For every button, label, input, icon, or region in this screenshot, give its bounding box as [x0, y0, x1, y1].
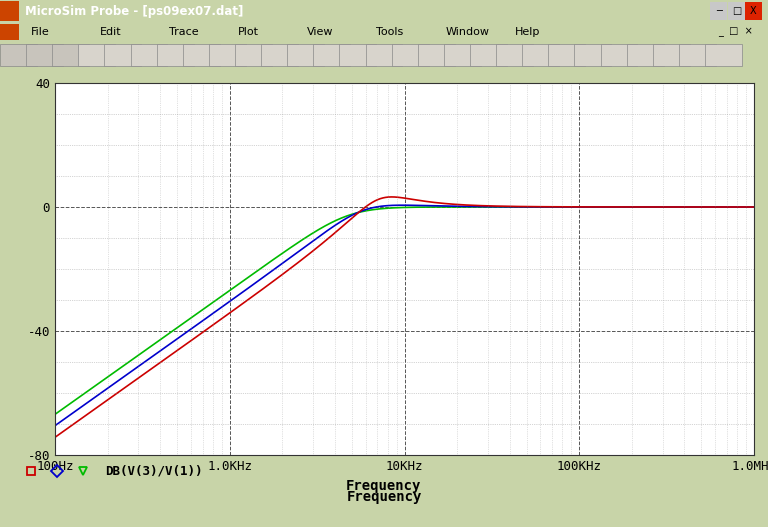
FancyBboxPatch shape: [287, 44, 324, 66]
Text: _  □  ×: _ □ ×: [718, 27, 753, 37]
Bar: [0, 24, 19, 40]
Text: Tools: Tools: [376, 27, 403, 37]
FancyBboxPatch shape: [261, 44, 298, 66]
FancyBboxPatch shape: [157, 44, 194, 66]
FancyBboxPatch shape: [679, 44, 716, 66]
FancyBboxPatch shape: [131, 44, 167, 66]
Text: □: □: [732, 6, 741, 16]
Text: DB(V(3)/V(1)): DB(V(3)/V(1)): [105, 464, 203, 477]
Text: Frequency: Frequency: [346, 479, 421, 493]
FancyBboxPatch shape: [496, 44, 533, 66]
Bar: [710, 2, 727, 20]
Text: Trace: Trace: [169, 27, 199, 37]
FancyBboxPatch shape: [0, 44, 37, 66]
Bar: [728, 2, 745, 20]
Text: Window: Window: [445, 27, 489, 37]
Text: View: View: [307, 27, 334, 37]
FancyBboxPatch shape: [392, 44, 429, 66]
FancyBboxPatch shape: [366, 44, 402, 66]
FancyBboxPatch shape: [26, 44, 63, 66]
FancyBboxPatch shape: [444, 44, 481, 66]
FancyBboxPatch shape: [339, 44, 376, 66]
FancyBboxPatch shape: [235, 44, 272, 66]
Text: Help: Help: [515, 27, 540, 37]
FancyBboxPatch shape: [522, 44, 559, 66]
FancyBboxPatch shape: [104, 44, 141, 66]
FancyBboxPatch shape: [548, 44, 585, 66]
Bar: [0, 1, 19, 21]
FancyBboxPatch shape: [574, 44, 611, 66]
FancyBboxPatch shape: [78, 44, 115, 66]
Text: ─: ─: [716, 6, 722, 16]
FancyBboxPatch shape: [601, 44, 637, 66]
Text: File: File: [31, 27, 49, 37]
Text: X: X: [750, 6, 756, 16]
FancyBboxPatch shape: [470, 44, 507, 66]
FancyBboxPatch shape: [705, 44, 742, 66]
FancyBboxPatch shape: [209, 44, 246, 66]
Bar: [745, 2, 762, 20]
FancyBboxPatch shape: [653, 44, 690, 66]
Text: Frequency: Frequency: [346, 490, 422, 504]
FancyBboxPatch shape: [183, 44, 220, 66]
Text: Plot: Plot: [238, 27, 259, 37]
FancyBboxPatch shape: [418, 44, 455, 66]
FancyBboxPatch shape: [313, 44, 350, 66]
FancyBboxPatch shape: [52, 44, 89, 66]
Text: MicroSim Probe - [ps09ex07.dat]: MicroSim Probe - [ps09ex07.dat]: [25, 5, 243, 17]
FancyBboxPatch shape: [627, 44, 664, 66]
Text: Edit: Edit: [100, 27, 121, 37]
